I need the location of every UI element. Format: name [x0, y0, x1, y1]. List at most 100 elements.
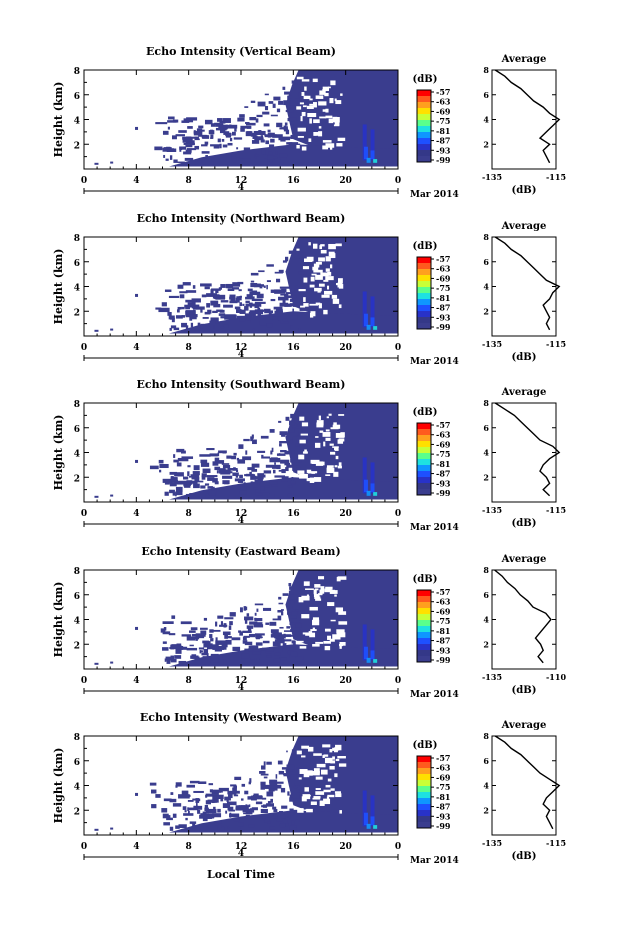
echo-cell: [204, 807, 209, 812]
echo-gap: [301, 755, 306, 758]
echo-cell: [273, 809, 278, 813]
colorbar-tick-label: -57: [436, 254, 450, 264]
echo-cell: [291, 80, 298, 84]
echo-cell: [204, 141, 209, 145]
echo-cell: [259, 286, 263, 289]
echo-cell: [203, 648, 209, 654]
echo-cell: [190, 480, 198, 484]
echo-cell: [187, 471, 190, 477]
colorbar-tick-label: -69: [436, 606, 451, 616]
echo-cell: [236, 147, 239, 150]
echo-gap: [304, 787, 309, 792]
echo-gap: [316, 763, 326, 768]
echo-gap: [329, 749, 333, 753]
y-tick-label: 4: [74, 117, 80, 127]
echo-gap: [332, 424, 341, 429]
echo-gap: [334, 791, 341, 794]
echo-cell: [210, 658, 219, 663]
echo-cell: [266, 761, 272, 765]
echo-cell: [220, 326, 225, 329]
echo-gap: [323, 798, 331, 805]
echo-gap: [327, 794, 335, 798]
echo-gap: [313, 132, 320, 136]
colorbar-tick-label: -69: [436, 106, 451, 116]
echo-cell: [254, 309, 264, 315]
echo-cell: [213, 806, 216, 811]
echo-cell: [210, 653, 219, 659]
echo-gap: [314, 442, 321, 448]
echo-cell: [179, 486, 182, 491]
echo-cell: [276, 308, 283, 312]
echo-cell: [289, 136, 295, 139]
echo-cell: [163, 822, 170, 826]
colorbar: (dB) -57-63-69-75-81-87-93-99: [413, 74, 451, 165]
echo-cell: [291, 640, 295, 644]
echo-cell: [204, 311, 211, 315]
echo-gap: [319, 245, 323, 250]
echo-cell: [217, 138, 221, 143]
echo-cell: [206, 303, 211, 308]
echo-gap: [308, 138, 312, 142]
echo-cell: [290, 439, 293, 444]
echo-cell: [273, 96, 281, 101]
echo-cell: [250, 272, 259, 276]
echo-cell: [213, 145, 220, 149]
echo-cell: [236, 469, 239, 473]
echo-cell: [283, 293, 289, 297]
echo-cell: [227, 468, 238, 471]
average-title: Average: [501, 221, 547, 232]
echo-cell: [195, 798, 200, 803]
echo-gap: [339, 810, 342, 814]
echo-gap: [324, 757, 333, 764]
echo-cell: [261, 647, 268, 651]
echo-gap: [299, 473, 308, 479]
echo-cell: [257, 636, 263, 639]
echo-cell: [299, 303, 306, 307]
colorbar-tick-label: -81: [436, 626, 450, 636]
echo-cell: [274, 635, 279, 639]
echo-cell: [170, 655, 175, 660]
echo-cell: [159, 463, 169, 469]
echo-cell: [171, 615, 176, 619]
echo-cell: [269, 826, 276, 830]
echo-cell: [210, 300, 219, 306]
echo-cell: [270, 813, 274, 816]
echo-gap: [323, 789, 331, 793]
echo-gap: [329, 765, 335, 770]
average-y-tick-label: 4: [483, 781, 489, 791]
echo-cell: [285, 292, 292, 295]
echo-gap: [336, 629, 345, 634]
echo-cell: [225, 133, 232, 137]
echo-gap: [299, 439, 306, 444]
echo-cell: [190, 322, 194, 328]
echo-cell: [215, 289, 219, 294]
echo-cell: [200, 462, 210, 467]
echo-cell: [194, 145, 200, 150]
echo-cell: [269, 493, 275, 498]
echo-cell: [281, 805, 288, 809]
y-tick-label: 6: [74, 592, 80, 602]
colorbar-tick-label: -99: [436, 322, 451, 332]
echo-cell: [217, 615, 224, 619]
echo-cell: [238, 296, 241, 299]
echo-cell: [263, 456, 271, 459]
echo-cell: [183, 151, 192, 155]
echo-cell: [189, 493, 195, 496]
echo-cell: [241, 653, 250, 659]
x-tick-label: 20: [339, 343, 352, 353]
echo-cell: [279, 626, 284, 629]
echo-cell: [226, 455, 232, 459]
echo-gap: [301, 796, 307, 802]
echo-gap: [297, 135, 304, 138]
echo-cell: [297, 789, 300, 793]
echo-cell: [200, 283, 212, 287]
average-x-label: (dB): [512, 851, 537, 862]
echo-streak: [370, 483, 375, 493]
echo-cell: [203, 643, 213, 648]
echo-cell: [173, 454, 176, 458]
colorbar-tick-label: -69: [436, 439, 451, 449]
echo-gap: [299, 769, 308, 774]
echo-gap: [338, 414, 345, 416]
colorbar-tick-label: -69: [436, 273, 451, 283]
echo-cell: [187, 807, 189, 812]
